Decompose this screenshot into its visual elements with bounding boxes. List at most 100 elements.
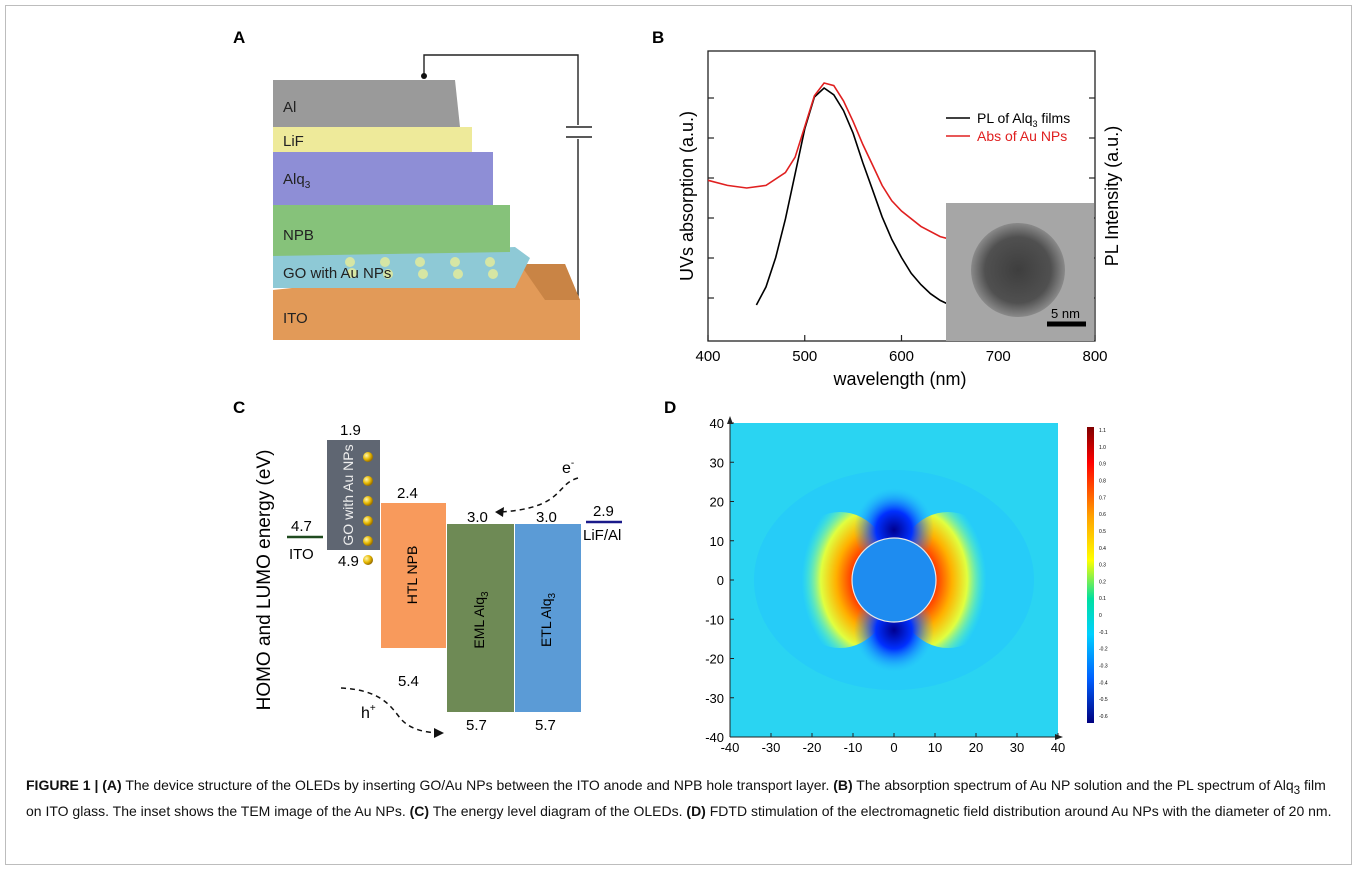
label-al: Al <box>283 99 296 116</box>
panel-c: C HOMO and LUMO energy (eV) 4.7 ITO 1.9 … <box>233 398 622 738</box>
caption-c-tag: (C) <box>409 802 430 819</box>
tem-particle <box>971 223 1065 317</box>
au-particle <box>851 537 937 623</box>
label-alq3: Alq3 <box>283 171 311 191</box>
chart-b-xtick-label: 500 <box>792 348 817 365</box>
htl-top-value: 2.4 <box>397 485 418 502</box>
eml-bottom-value: 5.7 <box>466 717 487 734</box>
layer-alq3 <box>273 152 493 205</box>
chart-b-xtick-label: 600 <box>889 348 914 365</box>
d-xtick-label: -40 <box>721 740 740 755</box>
d-xtick-label: -30 <box>762 740 781 755</box>
layer-go <box>273 247 530 288</box>
layer-al <box>273 80 460 127</box>
chart-b-xtick-label: 800 <box>1082 348 1107 365</box>
label-ito: ITO <box>283 310 308 327</box>
au-nanoparticles <box>345 257 498 279</box>
d-xtick-label: 40 <box>1051 740 1065 755</box>
etl-block-label: ETL Alq3 <box>538 593 558 648</box>
etl-bottom-value: 5.7 <box>535 717 556 734</box>
d-ytick-label: -30 <box>705 691 724 706</box>
label-go: GO with Au NPs <box>283 265 391 282</box>
label-lif: LiF <box>283 133 304 150</box>
d-ytick-label: 30 <box>710 455 724 470</box>
chart-b-ylabel-left: UVs absorption (a.u.) <box>677 111 697 281</box>
colorbar-tick-label: -0.2 <box>1099 647 1108 653</box>
caption-d-text: FDTD stimulation of the electromagnetic … <box>705 802 1332 819</box>
caption-b-sub: 3 <box>1293 783 1301 797</box>
colorbar <box>1087 427 1094 723</box>
panel-b-label: B <box>652 28 664 47</box>
lif-value: 2.9 <box>593 503 614 520</box>
caption-d-tag: (D) <box>686 802 706 819</box>
colorbar-tick-label: 0.3 <box>1099 563 1106 569</box>
panel-c-label: C <box>233 398 245 417</box>
d-ytick-label: 10 <box>710 534 724 549</box>
etl-top-value: 3.0 <box>536 509 557 526</box>
label-npb: NPB <box>283 227 314 244</box>
caption-figure-label: FIGURE 1 | <box>26 777 99 793</box>
colorbar-tick-label: -0.5 <box>1099 697 1108 703</box>
chart-b-xtick-label: 400 <box>695 348 720 365</box>
colorbar-tick-label: 1.1 <box>1099 428 1106 434</box>
htl-bottom-value: 5.4 <box>398 673 419 690</box>
d-ytick-label: 20 <box>710 495 724 510</box>
colorbar-tick-label: 1.0 <box>1099 445 1106 451</box>
legend-pl-label: PL of Alq3 films <box>977 110 1070 129</box>
colorbar-tick-label: 0.6 <box>1099 512 1106 518</box>
colorbar-tick-label: -0.4 <box>1099 680 1108 686</box>
htl-block-label: HTL NPB <box>404 546 420 605</box>
tem-inset: 5 nm <box>946 203 1094 341</box>
hole-arrowhead <box>434 728 444 738</box>
caption-b-tag: (B) <box>833 777 853 793</box>
panel-c-ylabel: HOMO and LUMO energy (eV) <box>254 450 275 711</box>
d-xtick-label: 20 <box>969 740 983 755</box>
d-xtick-label: -10 <box>844 740 863 755</box>
colorbar-tick-label: 0 <box>1099 613 1102 619</box>
colorbar-tick-label: 0.9 <box>1099 462 1106 468</box>
d-ytick-label: 0 <box>717 573 724 588</box>
d-ytick-label: -40 <box>705 730 724 745</box>
chart-b-xtick-label: 700 <box>986 348 1011 365</box>
colorbar-tick-label: -0.6 <box>1099 714 1108 720</box>
go-nanoparticles <box>363 452 373 565</box>
caption-a-text: The device structure of the OLEDs by ins… <box>121 777 834 793</box>
layer-ito-side <box>520 264 580 300</box>
hole-path <box>340 687 438 734</box>
d-ticks: -40 -30 -20 -10 0 10 20 30 40 40 30 20 10 0 -10 -20 -30 -… <box>705 416 1065 755</box>
figure-frame <box>5 5 1352 865</box>
panel-a: A Al LiF Alq3 <box>233 28 593 340</box>
panel-d-label: D <box>664 398 676 417</box>
ito-label: ITO <box>289 546 314 563</box>
eml-top-value: 3.0 <box>467 509 488 526</box>
colorbar-tick-label: 0.5 <box>1099 529 1106 535</box>
legend-abs-label: Abs of Au NPs <box>977 128 1067 144</box>
go-bottom-value: 4.9 <box>338 553 359 570</box>
chart-b-series-line <box>755 86 951 306</box>
ito-value: 4.7 <box>291 518 312 535</box>
chart-b-series <box>707 82 951 306</box>
colorbar-tick-label: 0.7 <box>1099 495 1106 501</box>
caption-b-text1: The absorption spectrum of Au NP solutio… <box>852 777 1294 793</box>
chart-b-series-line <box>707 82 951 240</box>
d-xtick-label: 30 <box>1010 740 1024 755</box>
colorbar-tick-label: -0.1 <box>1099 630 1108 636</box>
block-etl <box>515 524 581 712</box>
colorbar-tick-label: -0.3 <box>1099 664 1108 670</box>
chart-b-ylabel-right: PL Intensity (a.u.) <box>1102 126 1122 266</box>
block-htl <box>381 503 446 648</box>
d-xtick-label: 10 <box>928 740 942 755</box>
caption-b-text2: film on ITO glass. The inset shows the T… <box>26 777 1326 819</box>
hole-label: h+ <box>361 703 376 722</box>
electron-path <box>499 477 579 513</box>
panel-b: B 400 500 600 700 800 wavelength (nm) UVs ab… <box>652 28 1122 389</box>
go-block-label: GO with Au NPs <box>340 444 356 545</box>
d-xtick-label: -20 <box>803 740 822 755</box>
panel-a-label: A <box>233 28 245 47</box>
figure-caption: FIGURE 1 | (A) The device structure of t… <box>26 775 1336 822</box>
eml-block-label: EML Alq3 <box>471 591 491 649</box>
chart-b-xlabel: wavelength (nm) <box>832 369 966 389</box>
lif-label: LiF/Al <box>583 527 621 544</box>
colorbar-tick-label: 0.8 <box>1099 478 1106 484</box>
